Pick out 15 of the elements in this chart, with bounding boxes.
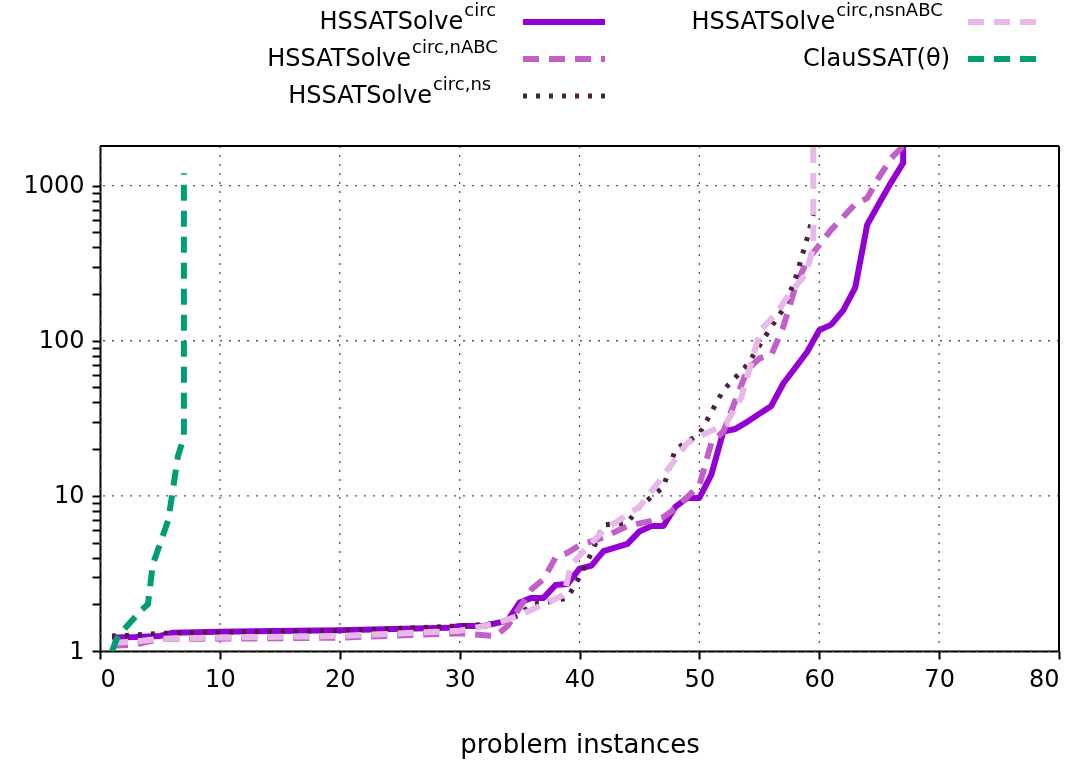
x-tick-label: 30 — [444, 664, 476, 693]
y-tick-label: 10 — [53, 481, 85, 510]
y-tick-label: 1 — [69, 636, 85, 665]
x-tick-label: 20 — [324, 664, 356, 693]
legend-label: ClauSSAT(θ) — [803, 44, 950, 72]
x-tick-label: 0 — [100, 664, 116, 693]
x-tick-label: 50 — [684, 664, 716, 693]
x-tick-label: 70 — [924, 664, 955, 693]
x-tick-label: 40 — [564, 664, 596, 693]
y-tick-label: 1000 — [23, 171, 85, 200]
x-axis-title: problem instances — [460, 728, 700, 759]
x-tick-label: 10 — [205, 664, 236, 693]
x-tick-label: 60 — [804, 664, 836, 693]
x-tick-label: 80 — [1028, 664, 1060, 693]
y-tick-label: 100 — [38, 326, 85, 355]
